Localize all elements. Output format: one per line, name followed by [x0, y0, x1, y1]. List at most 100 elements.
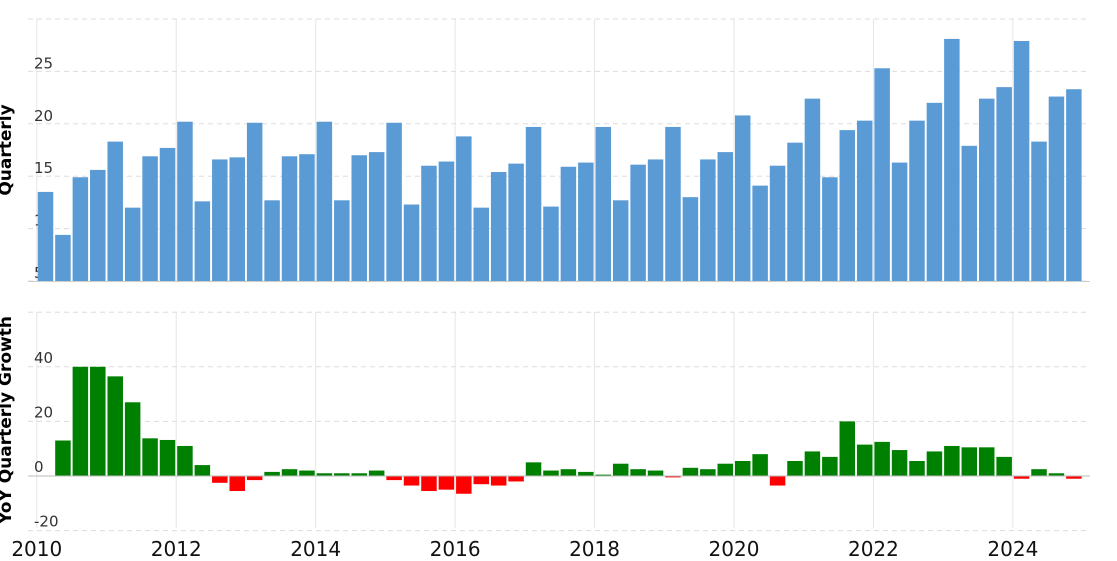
growth-bar-positive: [159, 439, 176, 476]
growth-bar-negative: [229, 476, 245, 492]
quarterly-bar: [717, 152, 734, 281]
growth-bar-positive: [351, 473, 367, 476]
growth-bar-positive: [55, 440, 71, 476]
quarterly-bar: [246, 122, 263, 281]
growth-panel: -20 0 20 40: [28, 349, 1090, 531]
bottom-ytick-label: 0: [34, 458, 44, 476]
quarterly-bar: [525, 126, 542, 281]
quarterly-bar: [856, 120, 873, 281]
quarterly-bar: [351, 155, 367, 281]
growth-bar-negative: [769, 476, 786, 486]
growth-bar-positive: [1031, 469, 1047, 476]
quarterly-bar: [769, 165, 786, 281]
growth-bar-positive: [194, 465, 211, 476]
quarterly-bar: [909, 120, 925, 281]
growth-bar-negative: [473, 476, 489, 485]
growth-bar-positive: [72, 366, 89, 476]
quarterly-bar: [212, 159, 228, 281]
x-tick-label-2016: 2016: [430, 537, 481, 561]
growth-bar-positive: [543, 470, 559, 476]
growth-bar-positive: [909, 460, 925, 476]
growth-bar-negative: [438, 476, 455, 490]
bottom-ytick-label: 20: [34, 403, 53, 421]
growth-bar-positive: [1048, 473, 1065, 476]
bottom-ytick-label: -20: [34, 513, 59, 531]
x-tick-label-2024: 2024: [987, 537, 1038, 561]
quarterly-bar: [107, 141, 123, 281]
growth-bar-negative: [1066, 476, 1082, 479]
quarterly-bar: [177, 121, 193, 281]
quarterly-bar: [822, 177, 838, 281]
quarterly-bar: [55, 234, 71, 281]
growth-bar-negative: [456, 476, 472, 494]
quarterly-bar: [508, 163, 524, 281]
growth-bar-positive: [368, 470, 385, 476]
x-tick-label-2014: 2014: [290, 537, 341, 561]
quarterly-bar: [316, 121, 333, 281]
quarterly-bar: [630, 164, 646, 281]
growth-bar-positive: [682, 467, 699, 476]
quarterly-bar: [944, 38, 960, 281]
quarterly-bar: [334, 200, 350, 281]
quarterly-bar: [752, 185, 768, 281]
quarterly-bar: [961, 145, 978, 281]
quarterly-bar: [1048, 96, 1065, 281]
growth-bar-positive: [107, 376, 123, 476]
quarterly-bar: [647, 159, 664, 281]
quarterly-bar: [72, 177, 89, 281]
quarterly-bar: [978, 98, 995, 282]
growth-bar-negative: [212, 476, 228, 483]
quarterly-bar: [368, 152, 385, 281]
growth-bar-negative: [403, 476, 420, 486]
growth-bar-positive: [578, 471, 594, 476]
growth-bar-positive: [316, 473, 333, 476]
growth-bar-positive: [700, 469, 716, 476]
quarterly-bar: [1066, 89, 1082, 281]
growth-bar-positive: [525, 462, 542, 476]
growth-bar-positive: [124, 402, 141, 476]
quarterly-bar: [612, 200, 629, 281]
quarterly-bar: [473, 207, 489, 281]
growth-bar-negative: [246, 476, 263, 481]
growth-bar-positive: [717, 463, 734, 476]
growth-bar-positive: [612, 463, 629, 476]
growth-bar-positive: [839, 421, 856, 476]
quarterly-bar: [1013, 41, 1030, 282]
growth-bar-positive: [177, 445, 193, 476]
quarterly-bar: [682, 197, 699, 281]
growth-bar-positive: [752, 454, 768, 476]
quarterly-bar: [578, 162, 594, 281]
bottom-ytick-label: 40: [34, 349, 53, 367]
growth-bar-positive: [787, 460, 803, 476]
growth-bar-negative: [1013, 476, 1030, 479]
growth-bar-positive: [647, 470, 664, 476]
growth-bar-positive: [944, 445, 960, 476]
quarterly-bar: [386, 122, 402, 281]
quarterly-panel: 510152025: [28, 38, 1090, 282]
quarterly-bar: [281, 156, 298, 281]
quarterly-bar: [1031, 141, 1047, 281]
quarterly-bar: [264, 200, 280, 281]
growth-bar-positive: [978, 447, 995, 476]
growth-bar-positive: [926, 451, 943, 476]
quarterly-bar: [142, 156, 158, 281]
x-axis: 2010 2012 2014 2016 2018 2020 2022 2024: [11, 537, 1038, 561]
quarterly-bar: [543, 206, 559, 281]
quarterly-bar: [159, 147, 176, 281]
quarterly-bar: [804, 98, 821, 282]
x-tick-label-2022: 2022: [848, 537, 899, 561]
growth-bar-positive: [804, 451, 821, 476]
growth-bar-positive: [334, 473, 350, 476]
growth-bar-negative: [665, 476, 681, 478]
quarterly-bar: [299, 154, 315, 281]
quarterly-bar: [456, 136, 472, 281]
top-ytick-label: 25: [34, 54, 53, 72]
x-tick-label-2018: 2018: [569, 537, 620, 561]
quarterly-bar: [891, 162, 908, 281]
growth-bar-positive: [299, 470, 315, 476]
growth-bar-positive: [891, 450, 908, 476]
top-ytick-label: 20: [34, 107, 53, 125]
quarterly-bar: [700, 159, 716, 281]
quarterly-bar: [787, 142, 803, 281]
